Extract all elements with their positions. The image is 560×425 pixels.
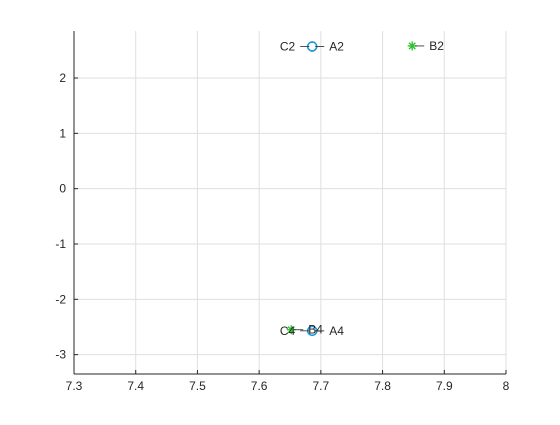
y-tick-label: -3 (55, 348, 66, 362)
x-tick-label: 8 (503, 379, 510, 393)
grid-layer (73, 31, 507, 374)
x-tick-label: 7.9 (436, 379, 453, 393)
x-tick-label: 7.7 (313, 379, 330, 393)
y-tick-label: 0 (59, 182, 66, 196)
axes-layer (73, 31, 506, 375)
ticks-layer: 7.3 7.4 7.5 7.6 7.7 7.8 7.9 8 -3 -2 -1 0 1 2 (55, 71, 509, 393)
y-tick-label: -1 (55, 237, 66, 251)
point-b4-label: B4 (308, 323, 323, 337)
point-b2-label: B2 (429, 39, 444, 53)
y-tick-label: 2 (59, 71, 66, 85)
y-tick-label: -2 (55, 292, 66, 306)
x-tick-label: 7.5 (189, 379, 206, 393)
star-stroke (408, 42, 416, 50)
x-tick-label: 7.6 (251, 379, 268, 393)
x-tick-label: 7.3 (66, 379, 83, 393)
y-tick-label: 1 (59, 126, 66, 140)
x-tick-label: 7.4 (127, 379, 144, 393)
point-c2-label: C2 (280, 39, 296, 53)
point-c4-label: C4 (280, 324, 296, 338)
star-stroke (287, 326, 295, 334)
point-a2-label: A2 (329, 39, 344, 53)
x-tick-label: 7.8 (374, 379, 391, 393)
point-a4-label: A4 (329, 324, 344, 338)
labels-layer: A2 C2 B2 A4 C4 B4 (280, 39, 444, 338)
